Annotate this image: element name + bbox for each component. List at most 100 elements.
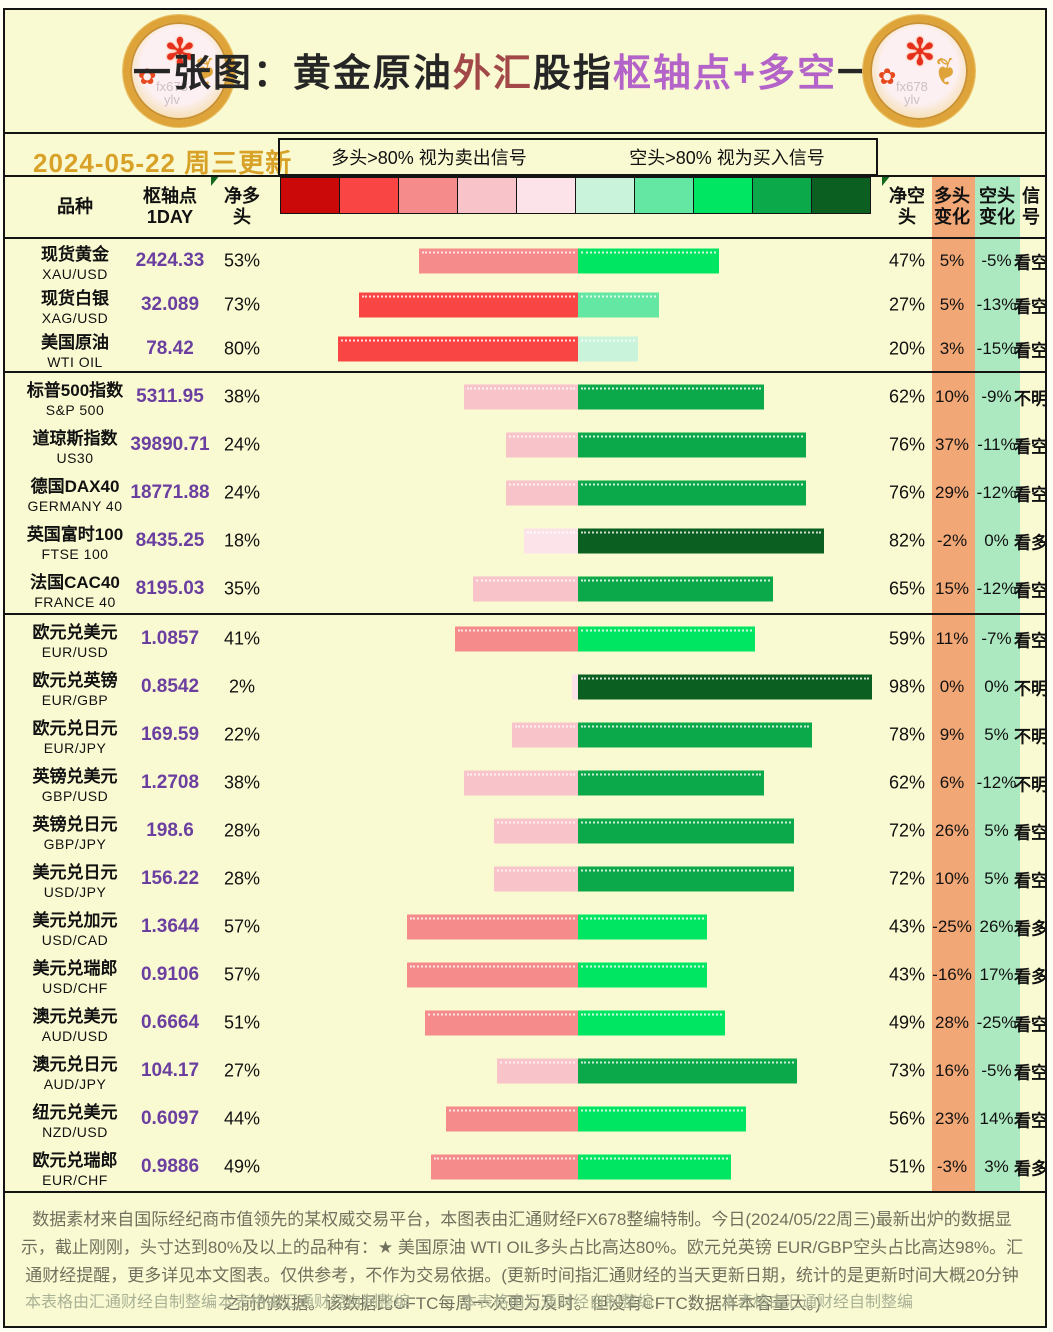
signal-value: 看空 — [1014, 581, 1047, 601]
net-long-bar — [494, 866, 578, 892]
short-change-value: 3% — [984, 1157, 1009, 1176]
short-change-value: 5% — [984, 869, 1009, 888]
signal-value: 看空 — [1014, 1015, 1047, 1035]
short-change-column-stripe — [975, 175, 1020, 1191]
pivot-value: 156.22 — [140, 868, 200, 889]
instrument-name: 欧元兑美元 — [32, 623, 118, 642]
instrument-code: NZD/USD — [42, 1124, 108, 1140]
short-change-value: 5% — [984, 725, 1009, 744]
net-long-bar — [464, 770, 578, 796]
legend-long-rule: 多头>80% 视为卖出信号 — [331, 148, 527, 168]
table-row: 法国CAC40 FRANCE 40 8195.03 35% 65% 15% -12% 看空 — [5, 565, 1045, 613]
instrument-cell: 标普500指数 S&P 500 — [15, 376, 135, 418]
instrument-name: 纽元兑美元 — [32, 1103, 118, 1122]
long-change-value: 23% — [934, 1109, 970, 1128]
net-short-value: 43% — [888, 964, 926, 985]
short-change-value: -5% — [981, 1061, 1012, 1080]
instrument-cell: 现货黄金 XAU/USD — [15, 240, 135, 282]
net-short-bar — [578, 1154, 731, 1180]
short-change-value: -9% — [981, 387, 1012, 406]
net-long-value: 24% — [223, 434, 261, 455]
instrument-cell: 英镑兑日元 GBP/JPY — [15, 810, 135, 852]
instrument-name: 美国原油 — [41, 333, 109, 352]
pivot-value: 104.17 — [140, 1060, 200, 1081]
update-date: 2024-05-22 周三更新 — [33, 148, 293, 178]
title-segment: 枢轴点+多空 — [612, 53, 838, 95]
net-short-bar — [578, 1010, 725, 1036]
net-short-bar — [578, 528, 824, 554]
signal-value: 看多 — [1014, 967, 1047, 987]
table-row: 现货黄金 XAU/USD 2424.33 53% 47% 5% -5% 看空 — [5, 239, 1045, 283]
pivot-value: 1.2708 — [140, 772, 200, 793]
instrument-code: GBP/JPY — [43, 836, 107, 852]
net-long-bar — [359, 292, 578, 318]
instrument-cell: 欧元兑日元 EUR/JPY — [15, 714, 135, 756]
watermark: 本表格由汇通财经自制整编 — [461, 1294, 654, 1311]
instrument-cell: 美元兑日元 USD/JPY — [15, 858, 135, 900]
net-long-value: 44% — [223, 1108, 261, 1129]
table-row: 欧元兑日元 EUR/JPY 169.59 22% 78% 9% 5% 不明 — [5, 711, 1046, 759]
pivot-value: 0.6097 — [140, 1108, 200, 1129]
instrument-name: 英国富时100 — [26, 525, 124, 544]
instrument-name: 德国DAX40 — [30, 477, 120, 496]
net-long-bar — [407, 914, 578, 940]
table-row: 英镑兑美元 GBP/USD 1.2708 38% 62% 6% -12% 不明 — [5, 759, 1046, 807]
table-row: 英镑兑日元 GBP/JPY 198.6 28% 72% 26% 5% 看空 — [5, 807, 1046, 855]
short-change-value: -15% — [976, 339, 1017, 358]
instrument-code: GBP/USD — [41, 788, 109, 804]
signal-value: 看空 — [1014, 1111, 1047, 1131]
net-long-value: 49% — [223, 1156, 261, 1177]
table-row: 澳元兑日元 AUD/JPY 104.17 27% 73% 16% -5% 看空 — [5, 1047, 1046, 1095]
pivot-value: 0.8542 — [140, 676, 200, 697]
pivot-value: 169.59 — [140, 724, 200, 745]
signal-value: 看空 — [1014, 253, 1047, 273]
scale-swatch — [693, 177, 753, 214]
net-long-value: 38% — [223, 386, 261, 407]
pivot-value: 1.3644 — [140, 916, 200, 937]
instrument-cell: 美国原油 WTI OIL — [15, 328, 135, 370]
instrument-cell: 现货白银 XAG/USD — [15, 284, 135, 326]
net-long-value: 53% — [223, 250, 261, 271]
instrument-cell: 德国DAX40 GERMANY 40 — [15, 472, 135, 514]
scale-swatch — [575, 177, 635, 214]
col-header-net-long: 净多 头 — [224, 186, 260, 227]
pivot-value: 0.9886 — [140, 1156, 200, 1177]
instrument-name: 美元兑日元 — [32, 863, 118, 882]
title-segment: 股指 — [532, 53, 613, 95]
net-long-value: 22% — [223, 724, 261, 745]
instrument-cell: 法国CAC40 FRANCE 40 — [15, 568, 135, 610]
long-change-value: 10% — [934, 387, 970, 406]
signal-value: 看多 — [1014, 533, 1047, 553]
pivot-value: 32.089 — [140, 294, 200, 315]
table-row: 现货白银 XAG/USD 32.089 73% 27% 5% -13% 看空 — [5, 283, 1045, 327]
instrument-code: EUR/JPY — [43, 740, 107, 756]
long-change-value: 15% — [934, 579, 970, 598]
net-short-bar — [578, 626, 755, 652]
net-short-value: 62% — [888, 386, 926, 407]
net-long-value: 28% — [223, 868, 261, 889]
instrument-cell: 欧元兑英镑 EUR/GBP — [15, 666, 135, 708]
short-change-value: 0% — [984, 531, 1009, 550]
instrument-name: 欧元兑英镑 — [32, 671, 118, 690]
legend-short-rule: 空头>80% 视为买入信号 — [629, 148, 825, 168]
signal-value: 看多 — [1014, 919, 1047, 939]
net-short-bar — [578, 576, 773, 602]
footer-note: 数据素材来自国际经纪商市值领先的某权威交易平台，本图表由汇通财经FX678整编特… — [20, 1210, 1024, 1313]
col-header-signal: 信 号 — [1022, 186, 1040, 227]
short-change-value: -12% — [976, 483, 1017, 502]
net-long-value: 18% — [223, 530, 261, 551]
long-change-value: 26% — [934, 821, 970, 840]
col-header-net-short: 净空 头 — [889, 186, 925, 227]
net-short-bar — [578, 1058, 797, 1084]
net-short-bar — [578, 248, 719, 274]
net-short-value: 65% — [888, 578, 926, 599]
col-header-long-change: 多头 变化 — [934, 186, 970, 227]
net-long-bar — [512, 722, 578, 748]
table-row: 纽元兑美元 NZD/USD 0.6097 44% 56% 23% 14% 看空 — [5, 1095, 1047, 1143]
net-long-bar — [425, 1010, 578, 1036]
net-short-value: 72% — [888, 868, 926, 889]
instrument-cell: 欧元兑瑞郎 EUR/CHF — [15, 1146, 135, 1188]
instrument-cell: 美元兑瑞郎 USD/CHF — [15, 954, 135, 996]
net-short-bar — [578, 818, 794, 844]
